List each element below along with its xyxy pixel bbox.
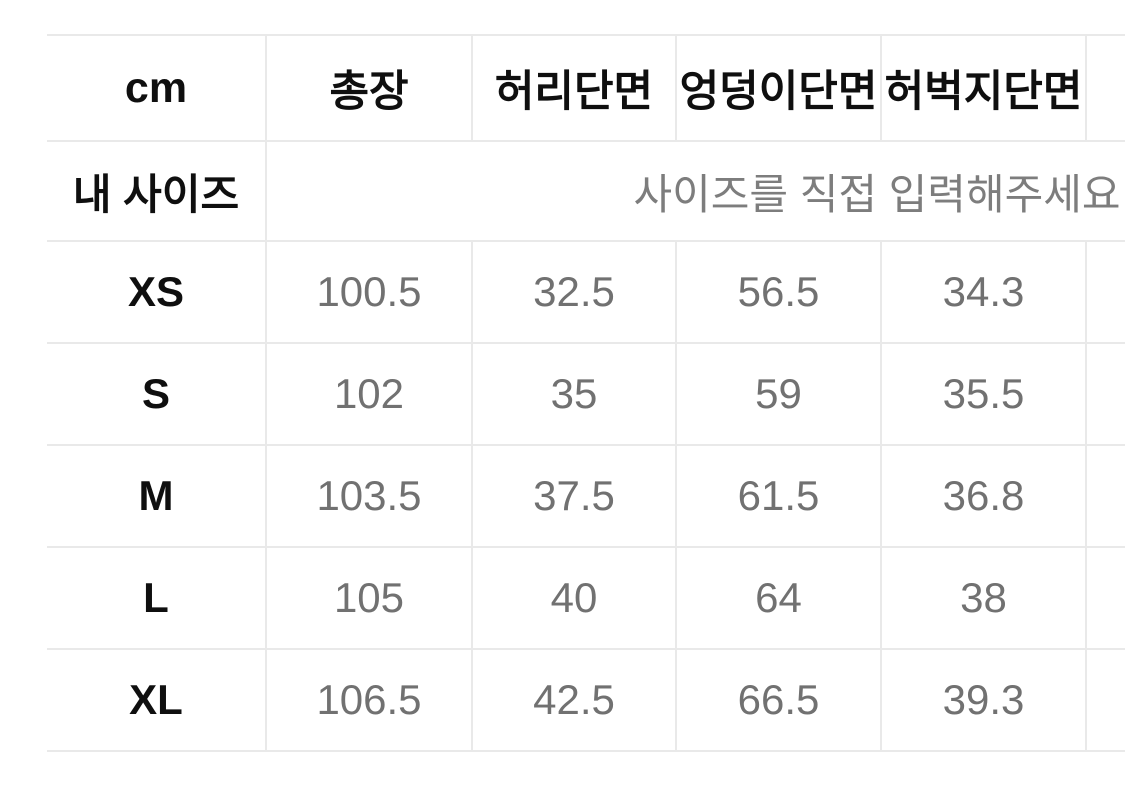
size-value-waist: 37.5 <box>471 444 676 547</box>
size-value-waist: 40 <box>471 546 676 649</box>
size-row-l: L 105 40 64 38 <box>47 546 1125 649</box>
size-value-cutoff <box>1085 648 1125 752</box>
size-value-cutoff <box>1085 546 1125 649</box>
size-value-cutoff <box>1085 342 1125 445</box>
size-value-thigh: 39.3 <box>880 648 1086 752</box>
size-value-waist: 42.5 <box>471 648 676 752</box>
size-value-hip: 56.5 <box>675 240 881 343</box>
size-value-waist: 32.5 <box>471 240 676 343</box>
my-size-row: 내 사이즈 사이즈를 직접 입력해주세요 <box>47 140 1125 241</box>
size-value-thigh: 35.5 <box>880 342 1086 445</box>
size-row-m: M 103.5 37.5 61.5 36.8 <box>47 444 1125 547</box>
unit-header: cm <box>47 34 266 141</box>
size-value-thigh: 36.8 <box>880 444 1086 547</box>
size-value-total-length: 102 <box>265 342 472 445</box>
size-row-xs: XS 100.5 32.5 56.5 34.3 <box>47 240 1125 343</box>
size-value-thigh: 34.3 <box>880 240 1086 343</box>
my-size-input-cell[interactable]: 사이즈를 직접 입력해주세요 <box>265 140 1125 241</box>
size-value-hip: 64 <box>675 546 881 649</box>
column-header-hip: 엉덩이단면 <box>675 34 881 141</box>
column-header-thigh: 허벅지단면 <box>880 34 1086 141</box>
size-value-hip: 61.5 <box>675 444 881 547</box>
size-label: L <box>47 546 266 649</box>
size-value-total-length: 105 <box>265 546 472 649</box>
size-label: M <box>47 444 266 547</box>
size-value-cutoff <box>1085 444 1125 547</box>
header-row: cm 총장 허리단면 엉덩이단면 허벅지단면 <box>47 34 1125 141</box>
size-value-total-length: 100.5 <box>265 240 472 343</box>
size-label: XL <box>47 648 266 752</box>
column-header-total-length: 총장 <box>265 34 472 141</box>
size-value-cutoff <box>1085 240 1125 343</box>
column-header-waist: 허리단면 <box>471 34 676 141</box>
size-row-xl: XL 106.5 42.5 66.5 39.3 <box>47 648 1125 752</box>
size-row-s: S 102 35 59 35.5 <box>47 342 1125 445</box>
size-value-hip: 59 <box>675 342 881 445</box>
column-header-cutoff <box>1085 34 1125 141</box>
size-value-waist: 35 <box>471 342 676 445</box>
size-value-thigh: 38 <box>880 546 1086 649</box>
my-size-input-placeholder: 사이즈를 직접 입력해주세요 <box>633 170 1121 218</box>
my-size-row-label: 내 사이즈 <box>47 140 266 241</box>
size-label: XS <box>47 240 266 343</box>
size-table: cm 총장 허리단면 엉덩이단면 허벅지단면 내 사이즈 사이즈를 직접 입력해… <box>47 34 1125 752</box>
size-value-total-length: 103.5 <box>265 444 472 547</box>
size-label: S <box>47 342 266 445</box>
size-value-total-length: 106.5 <box>265 648 472 752</box>
size-value-hip: 66.5 <box>675 648 881 752</box>
